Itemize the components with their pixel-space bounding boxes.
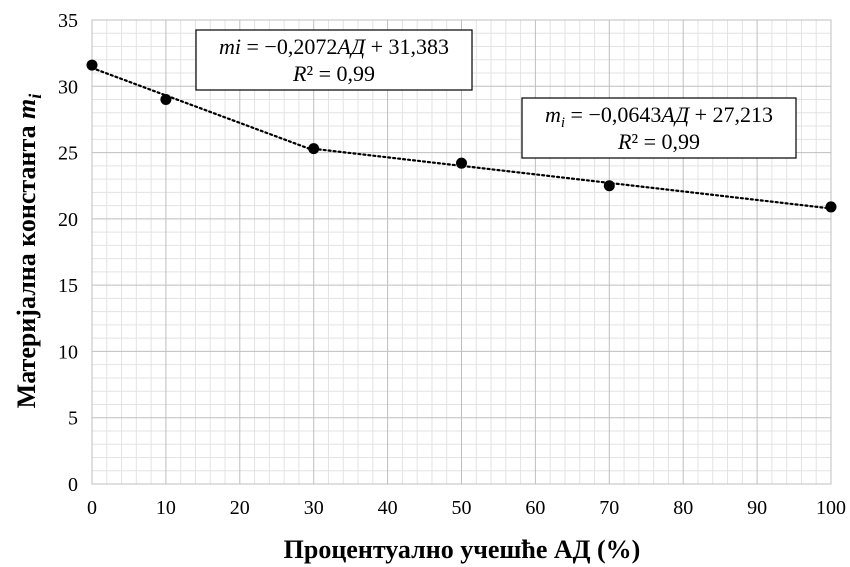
data-point	[825, 201, 837, 213]
x-tick-label: 40	[378, 497, 398, 519]
x-tick-label: 10	[156, 497, 176, 519]
y-tick-labels: 0 5 10 15 20 25 30 35	[58, 10, 78, 496]
x-tick-label: 0	[87, 497, 97, 519]
x-tick-label: 60	[525, 497, 545, 519]
x-tick-label: 90	[747, 497, 767, 519]
data-point	[456, 157, 467, 169]
minor-gridlines	[92, 20, 831, 484]
trendlines	[90, 66, 833, 210]
equation-2-r2: R² = 0,99	[617, 129, 700, 154]
y-tick-label: 0	[68, 474, 78, 496]
y-tick-label: 10	[58, 341, 78, 363]
y-tick-label: 35	[58, 10, 78, 32]
y-tick-label: 25	[58, 143, 78, 165]
equation-2-text: mi = −0,0643АД + 27,213	[545, 102, 773, 131]
y-tick-label: 15	[58, 275, 78, 297]
x-tick-label: 100	[816, 497, 846, 519]
trendline-1	[90, 66, 315, 152]
x-tick-label: 70	[599, 497, 619, 519]
data-point	[86, 59, 98, 71]
x-tick-label: 80	[673, 497, 693, 519]
data-point	[603, 180, 615, 192]
data-point	[308, 143, 320, 155]
data-point	[160, 94, 172, 106]
equation-1-text: mi = −0,2072АД + 31,383	[219, 34, 449, 59]
x-axis-title: Процентуално учешће АД (%)	[284, 535, 641, 564]
data-points	[86, 59, 837, 213]
equation-1-r2: R² = 0,99	[292, 61, 375, 86]
x-tick-label: 20	[230, 497, 250, 519]
x-tick-label: 30	[304, 497, 324, 519]
y-tick-label: 20	[58, 209, 78, 231]
x-tick-labels: 0 10 20 30 40 50 60 70 80 90 100	[87, 497, 846, 519]
plot-area	[91, 19, 832, 485]
y-tick-label: 5	[68, 408, 78, 430]
y-axis-title: Материјална константа mi	[12, 94, 45, 409]
y-tick-label: 30	[58, 76, 78, 98]
equation-box-1: mi = −0,2072АД + 31,383 R² = 0,99	[195, 29, 473, 91]
trendline-2	[312, 147, 833, 210]
x-tick-label: 50	[452, 497, 472, 519]
equation-box-2: mi = −0,0643АД + 27,213 R² = 0,99	[521, 97, 797, 159]
